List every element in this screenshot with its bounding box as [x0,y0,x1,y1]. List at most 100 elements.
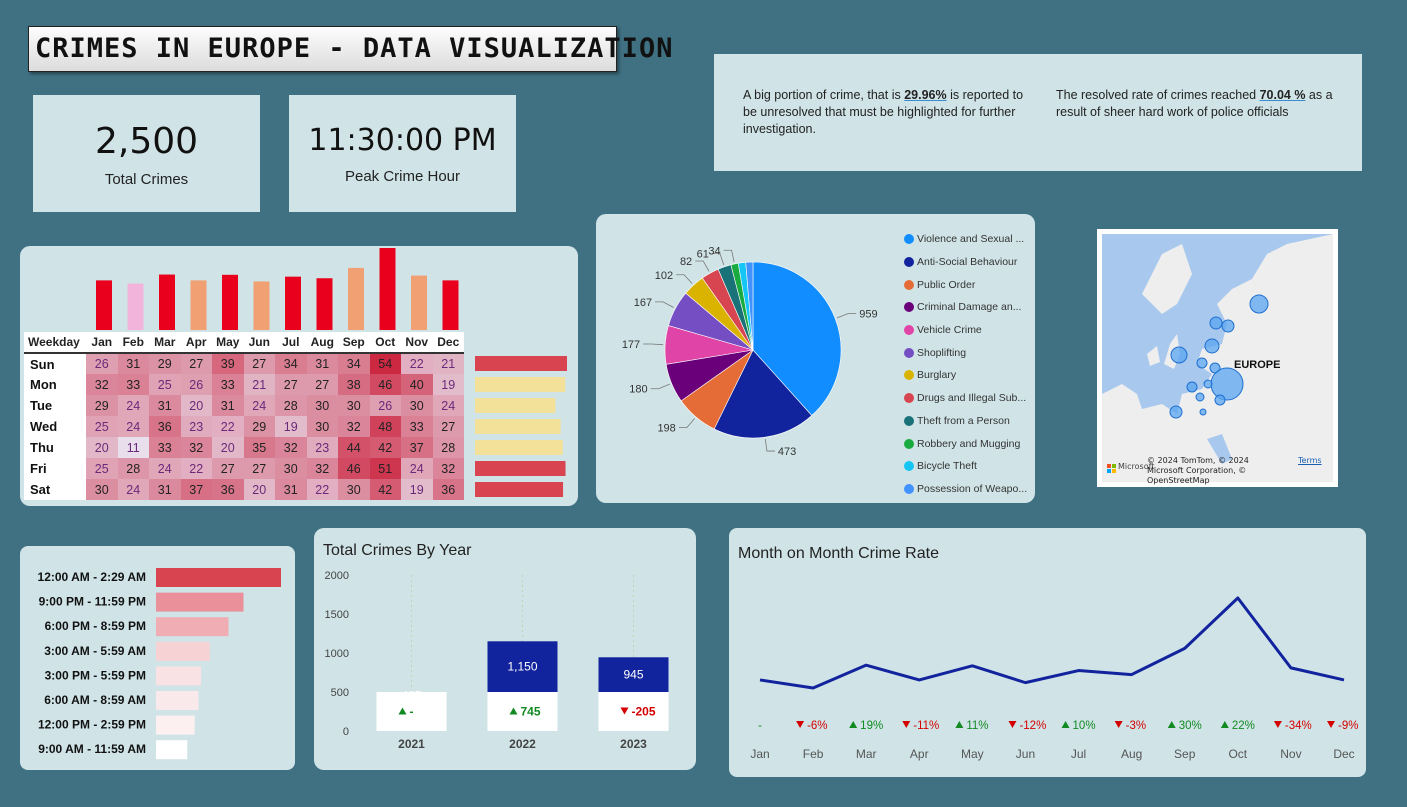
legend-item[interactable]: Shoplifting [904,341,1034,364]
matrix-cell[interactable]: 31 [149,395,181,416]
hour-range-bar[interactable] [156,666,201,686]
year-bar[interactable] [598,657,669,692]
matrix-cell[interactable]: 32 [338,416,370,437]
matrix-cell[interactable]: 46 [369,374,401,395]
month-header-feb[interactable]: Feb [117,332,149,354]
month-total-bar-aug[interactable] [316,278,333,330]
mom-line[interactable] [759,596,1345,690]
matrix-cell[interactable]: 31 [306,353,338,374]
matrix-cell[interactable]: 33 [212,374,244,395]
matrix-cell[interactable]: 27 [243,458,275,479]
day-total-bar-fri[interactable] [475,461,566,476]
matrix-cell[interactable]: 20 [243,479,275,500]
pie-slice[interactable] [752,261,842,416]
month-header-oct[interactable]: Oct [369,332,401,354]
month-header-jan[interactable]: Jan [86,332,118,354]
mom-line-chart[interactable]: Jan - Feb -6% Mar 19% Apr -11% May 11% Jun -12% Jul 1… [729,528,1366,777]
pie-slice[interactable] [713,349,813,439]
matrix-cell[interactable]: 11 [117,437,149,458]
weekday-month-matrix[interactable]: Weekday Jan Feb Mar Apr May Jun Jul Aug Sep Oct Nov… [24,332,464,500]
weekday-header[interactable]: Weekday [24,332,86,354]
matrix-cell[interactable]: 24 [149,458,181,479]
matrix-cell[interactable]: 44 [338,437,370,458]
matrix-cell[interactable]: 32 [306,458,338,479]
matrix-cell[interactable]: 32 [275,437,307,458]
matrix-cell[interactable]: 29 [86,395,118,416]
matrix-row-thu[interactable]: Thu 20 11 33 32 20 35 32 23 44 42 37 28 [24,437,464,458]
matrix-cell[interactable]: 28 [117,458,149,479]
matrix-cell[interactable]: 25 [149,374,181,395]
hour-range-bar[interactable] [156,715,195,735]
matrix-cell[interactable]: 20 [180,395,212,416]
month-total-bar-feb[interactable] [127,283,144,330]
matrix-cell[interactable]: 24 [401,458,433,479]
legend-item[interactable]: Violence and Sexual ... [904,228,1034,251]
matrix-cell[interactable]: 33 [117,374,149,395]
month-total-bar-jun[interactable] [253,281,270,330]
matrix-row-sun[interactable]: Sun 26 31 29 27 39 27 34 31 34 54 22 21 [24,353,464,374]
legend-item[interactable]: Theft from a Person [904,410,1034,433]
matrix-cell[interactable]: 24 [117,395,149,416]
matrix-cell[interactable]: 22 [306,479,338,500]
month-header-sep[interactable]: Sep [338,332,370,354]
europe-map[interactable]: EUROPE [1102,234,1333,482]
matrix-cell[interactable]: 27 [243,353,275,374]
matrix-cell[interactable]: 22 [180,458,212,479]
day-total-bar-tue[interactable] [475,398,556,413]
month-total-bar-apr[interactable] [190,280,207,330]
matrix-row-wed[interactable]: Wed 25 24 36 23 22 29 19 30 32 48 33 27 [24,416,464,437]
year-bar[interactable] [487,641,558,692]
matrix-cell[interactable]: 30 [86,479,118,500]
matrix-cell[interactable]: 31 [149,479,181,500]
matrix-cell[interactable]: 54 [369,353,401,374]
matrix-cell[interactable]: 42 [369,479,401,500]
matrix-row-mon[interactable]: Mon 32 33 25 26 33 21 27 27 38 46 40 19 [24,374,464,395]
legend-item[interactable]: Bicycle Theft [904,455,1034,478]
month-total-bar-jan[interactable] [96,280,112,330]
month-total-bar-sep[interactable] [348,267,364,330]
crime-type-pie[interactable]: 959 473 198 180 177 167 102 82 61 34 [596,214,896,503]
matrix-cell[interactable]: 37 [180,479,212,500]
matrix-cell[interactable]: 19 [401,479,433,500]
matrix-cell[interactable]: 26 [369,395,401,416]
map-terms-link[interactable]: Terms [1298,456,1322,465]
matrix-cell[interactable]: 23 [180,416,212,437]
month-header-may[interactable]: May [212,332,244,354]
matrix-cell[interactable]: 26 [180,374,212,395]
matrix-cell[interactable]: 32 [180,437,212,458]
matrix-cell[interactable]: 28 [275,395,307,416]
month-total-bar-jul[interactable] [285,276,301,330]
matrix-cell[interactable]: 26 [86,353,118,374]
matrix-cell[interactable]: 29 [243,416,275,437]
legend-item[interactable]: Vehicle Crime [904,319,1034,342]
month-total-bar-dec[interactable] [442,280,459,330]
matrix-row-sat[interactable]: Sat 30 24 31 37 36 20 31 22 30 42 19 36 [24,479,464,500]
matrix-cell[interactable]: 40 [401,374,433,395]
legend-item[interactable]: Burglary [904,364,1034,387]
matrix-cell[interactable]: 42 [369,437,401,458]
legend-item[interactable]: Public Order [904,273,1034,296]
matrix-cell[interactable]: 25 [86,458,118,479]
matrix-cell[interactable]: 20 [212,437,244,458]
matrix-cell[interactable]: 24 [117,479,149,500]
matrix-cell[interactable]: 32 [86,374,118,395]
matrix-cell[interactable]: 20 [86,437,118,458]
matrix-cell[interactable]: 24 [243,395,275,416]
matrix-cell[interactable]: 19 [275,416,307,437]
hour-range-bar[interactable] [156,641,210,661]
matrix-cell[interactable]: 33 [149,437,181,458]
matrix-cell[interactable]: 19 [432,374,464,395]
day-total-bar-sun[interactable] [475,356,567,371]
month-total-bar-oct[interactable] [379,248,396,330]
matrix-cell[interactable]: 29 [149,353,181,374]
month-total-bar-may[interactable] [222,274,238,330]
matrix-cell[interactable]: 21 [432,353,464,374]
matrix-cell[interactable]: 31 [212,395,244,416]
matrix-cell[interactable]: 39 [212,353,244,374]
legend-item[interactable]: Anti-Social Behaviour [904,251,1034,274]
hour-range-bar[interactable] [156,617,229,637]
month-total-bar-mar[interactable] [159,274,175,330]
legend-item[interactable]: Criminal Damage an... [904,296,1034,319]
matrix-cell[interactable]: 27 [212,458,244,479]
matrix-cell[interactable]: 31 [117,353,149,374]
